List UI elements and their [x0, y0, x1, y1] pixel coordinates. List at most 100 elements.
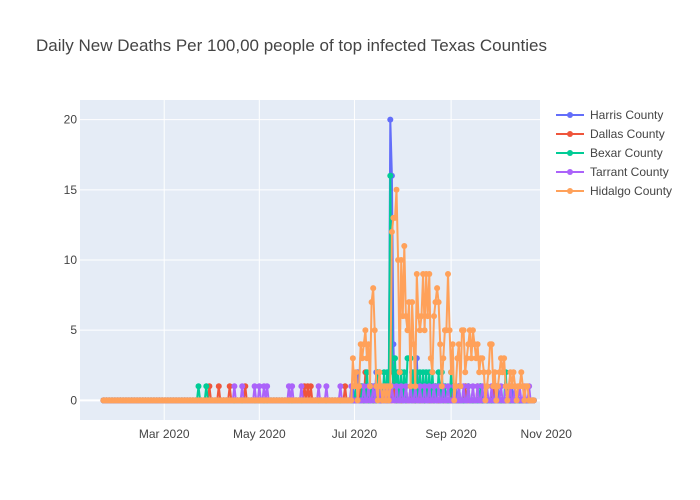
data-point	[474, 383, 481, 390]
data-point	[465, 383, 472, 390]
legend-item[interactable]: Bexar County	[556, 146, 663, 160]
data-point	[231, 383, 238, 390]
legend-swatch-marker	[567, 188, 573, 194]
data-point	[239, 383, 246, 390]
legend-item[interactable]: Dallas County	[556, 127, 665, 141]
data-point	[365, 341, 372, 348]
data-point	[491, 369, 498, 376]
data-point	[413, 271, 420, 277]
data-point	[465, 341, 472, 348]
data-point	[402, 313, 409, 320]
x-tick-label: May 2020	[233, 427, 286, 441]
data-point	[473, 355, 480, 362]
data-point	[434, 285, 441, 292]
data-point	[479, 355, 486, 362]
data-point	[410, 341, 417, 348]
data-point	[446, 327, 453, 334]
x-tick-label: Nov 2020	[521, 427, 573, 441]
data-point	[407, 383, 414, 390]
x-tick-label: Jul 2020	[332, 427, 378, 441]
data-point	[418, 313, 425, 320]
data-point	[485, 369, 492, 376]
legend-item[interactable]: Harris County	[556, 108, 663, 122]
data-point	[427, 355, 434, 362]
data-point	[416, 383, 423, 390]
data-point	[494, 383, 501, 390]
data-point	[424, 313, 431, 320]
data-point	[402, 383, 409, 390]
data-point	[468, 355, 475, 362]
legend-item[interactable]: Tarrant County	[556, 165, 669, 179]
data-point	[438, 383, 445, 390]
data-point	[398, 257, 405, 263]
legend-label: Bexar County	[590, 146, 663, 160]
data-point	[484, 383, 490, 390]
data-point	[371, 327, 378, 334]
legend-item[interactable]: Hidalgo County	[556, 184, 672, 198]
data-point	[510, 369, 517, 376]
data-point	[426, 383, 433, 390]
data-point	[488, 341, 495, 348]
data-point	[521, 397, 528, 404]
data-point	[392, 355, 398, 362]
data-point	[499, 369, 506, 376]
data-point	[215, 383, 222, 390]
data-point	[359, 355, 366, 362]
data-point	[440, 355, 447, 362]
data-point	[449, 341, 456, 348]
legend-label: Hidalgo County	[590, 184, 672, 198]
data-point	[490, 383, 497, 390]
data-point	[360, 383, 367, 390]
data-point	[388, 228, 395, 235]
data-point	[463, 355, 470, 362]
data-point	[351, 383, 358, 390]
y-tick-label: 20	[64, 113, 78, 127]
data-point	[518, 369, 525, 376]
data-point	[476, 369, 483, 376]
data-point	[416, 327, 423, 334]
data-point	[203, 383, 210, 390]
y-tick-label: 10	[64, 253, 78, 267]
data-point	[226, 383, 233, 390]
data-point	[396, 369, 403, 376]
data-point	[454, 355, 461, 362]
series-hidalgo-county	[100, 186, 537, 404]
data-point	[363, 355, 370, 362]
data-point	[387, 116, 394, 123]
data-point	[387, 172, 394, 179]
y-tick-label: 15	[64, 183, 78, 197]
x-tick-label: Sep 2020	[425, 427, 477, 441]
data-point	[493, 397, 500, 404]
data-point	[469, 327, 476, 334]
data-point	[480, 369, 487, 376]
data-point	[393, 186, 400, 193]
data-point	[421, 327, 428, 334]
data-point	[431, 383, 437, 390]
data-point	[374, 397, 381, 404]
data-point	[387, 383, 394, 390]
legend-label: Harris County	[590, 108, 663, 122]
data-point	[435, 299, 442, 306]
data-point	[195, 383, 202, 390]
data-point	[409, 299, 416, 306]
data-point	[412, 383, 419, 390]
data-point	[384, 369, 391, 376]
data-point	[356, 383, 363, 390]
data-point	[370, 285, 377, 292]
y-tick-label: 5	[70, 323, 77, 337]
data-point	[474, 341, 481, 348]
data-point	[426, 271, 433, 277]
data-point	[401, 369, 408, 376]
data-point	[362, 327, 369, 334]
data-point	[404, 327, 411, 334]
data-point	[452, 383, 459, 390]
data-point	[445, 271, 451, 277]
data-point	[289, 383, 296, 390]
data-point	[451, 397, 458, 404]
chart-title: Daily New Deaths Per 100,00 people of to…	[36, 36, 547, 55]
legend-swatch-marker	[567, 112, 573, 118]
plot-area: Mar 2020 May 2020 Jul 2020 Sep 2020 Nov 2020…	[64, 100, 573, 441]
legend-swatch-marker	[567, 169, 573, 175]
data-point	[457, 383, 464, 390]
data-point	[455, 341, 462, 348]
